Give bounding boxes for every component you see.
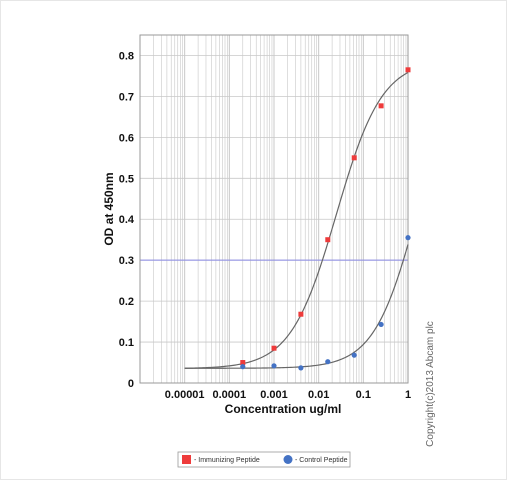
y-axis-title: OD at 450nm <box>102 172 116 245</box>
legend-marker-immunizing <box>182 455 191 464</box>
y-tick-label: 0.4 <box>119 214 135 226</box>
data-point-control <box>240 364 246 370</box>
x-tick-label: 1 <box>405 389 411 401</box>
y-tick-label: 0.1 <box>119 337 134 349</box>
y-tick-label: 0.5 <box>119 173 134 185</box>
data-point-immunizing <box>325 237 331 243</box>
data-point-control <box>271 363 277 369</box>
data-point-control <box>378 321 384 328</box>
data-point-immunizing <box>240 360 246 366</box>
y-tick-label: 0.6 <box>119 132 134 144</box>
y-tick-label: 0 <box>128 378 134 390</box>
data-point-immunizing <box>298 311 304 317</box>
y-tick-label: 0.2 <box>119 296 134 308</box>
data-points <box>240 67 411 371</box>
x-tick-label: 0.001 <box>260 389 288 401</box>
y-tick-label: 0.8 <box>119 50 134 62</box>
x-axis-title: Concentration ug/ml <box>225 402 342 416</box>
data-point-immunizing <box>378 103 384 109</box>
legend-box <box>177 451 351 468</box>
legend-marker-control <box>283 455 293 464</box>
x-tick-label: 0.00001 <box>165 389 205 401</box>
fit-curve-control <box>184 244 409 369</box>
y-tick-label: 0.3 <box>119 255 134 267</box>
fit-curves <box>184 71 409 369</box>
data-point-control <box>325 359 331 365</box>
x-tick-label: 0.1 <box>356 389 371 401</box>
x-tick-label: 0.01 <box>308 389 329 401</box>
data-point-control <box>351 352 357 358</box>
legend: - Immunizing Peptide - Control Peptide <box>177 451 351 468</box>
x-tick-label: 0.0001 <box>213 389 247 401</box>
y-tick-label: 0.7 <box>119 91 134 103</box>
fit-curve-immunizing <box>184 71 409 369</box>
legend-label-control: - Control Peptide <box>295 457 348 464</box>
y-tick-labels: 0 0.1 0.2 0.3 0.4 0.5 0.6 0.7 0.8 <box>119 50 135 390</box>
data-point-control <box>298 365 304 371</box>
copyright-text: Copyright(c)2013 Abcam plc <box>425 321 436 447</box>
legend-label-immunizing: - Immunizing Peptide <box>194 457 260 464</box>
plot-border <box>139 34 409 384</box>
x-tick-labels: 0.00001 0.0001 0.001 0.01 0.1 1 <box>165 389 411 401</box>
data-point-control <box>405 235 411 241</box>
data-point-immunizing <box>271 345 277 351</box>
data-point-immunizing <box>405 67 411 73</box>
data-point-immunizing <box>351 155 357 161</box>
